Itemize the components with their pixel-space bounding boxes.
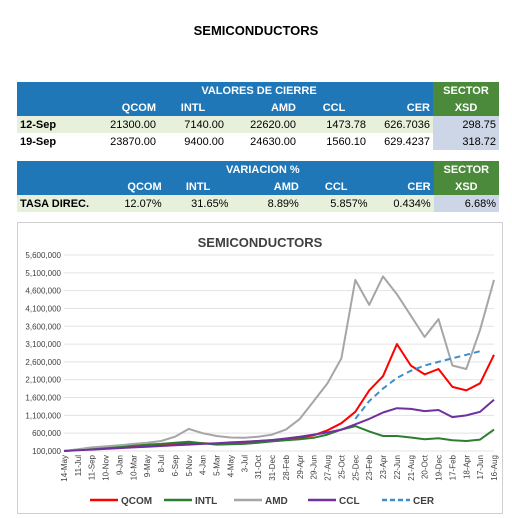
cell-value: 318.72 — [433, 133, 499, 150]
x-tick-label: 29-Jun — [310, 455, 319, 479]
x-tick-label: 20-Oct — [421, 454, 430, 479]
column-header-amd: AMD — [227, 99, 299, 116]
sector-header: SECTOR — [433, 82, 499, 99]
y-tick-label: 5,100,000 — [25, 269, 61, 278]
sector-header: SECTOR — [433, 161, 499, 178]
x-tick-label: 31-Dec — [268, 455, 277, 481]
row-date: 12-Sep — [17, 116, 85, 133]
legend-label-amd: AMD — [265, 496, 288, 507]
closing-values-table: VALORES DE CIERRE SECTOR QCOM INTL AMD C… — [17, 82, 499, 150]
column-header-ccl: CCL — [301, 178, 371, 195]
cell-value: 22620.00 — [227, 116, 299, 133]
x-tick-label: 14-May — [60, 455, 69, 482]
y-tick-label: 2,100,000 — [25, 376, 61, 385]
y-tick-label: 600,000 — [32, 429, 61, 438]
x-tick-label: 28-Feb — [282, 454, 291, 480]
column-header-cer: CER — [370, 178, 434, 195]
cell-value: 1473.78 — [299, 116, 369, 133]
cell-value: 21300.00 — [85, 116, 159, 133]
x-tick-label: 17-Feb — [448, 454, 457, 480]
row-label: TASA DIREC. — [17, 195, 93, 212]
x-tick-label: 27-Aug — [324, 455, 333, 481]
series-line-intl — [63, 425, 495, 452]
cell-value: 9400.00 — [159, 133, 227, 150]
page-title: SEMICONDUCTORS — [193, 23, 319, 38]
x-tick-label: 16-Aug — [490, 455, 499, 481]
x-tick-label: 6-Sep — [171, 454, 180, 476]
x-tick-label: 22-Jun — [393, 455, 402, 479]
x-tick-label: 4-Jan — [199, 455, 208, 475]
x-tick-label: 23-Apr — [379, 455, 388, 479]
x-tick-label: 3-Jul — [240, 455, 249, 473]
x-tick-label: 9-Jan — [115, 455, 124, 475]
column-header-intl: INTL — [164, 178, 232, 195]
x-tick-label: 29-Apr — [296, 455, 305, 479]
cell-value: 0.434% — [370, 195, 434, 212]
x-tick-label: 18-Apr — [462, 455, 471, 479]
cell-value: 31.65% — [164, 195, 232, 212]
x-tick-label: 31-Oct — [254, 454, 263, 479]
column-header-xsd: XSD — [433, 178, 499, 195]
table-row: TASA DIREC. 12.07% 31.65% 8.89% 5.857% 0… — [17, 195, 499, 212]
cell-value: 24630.00 — [227, 133, 299, 150]
row-date: 19-Sep — [17, 133, 85, 150]
series-line-amd — [63, 275, 495, 452]
column-header-cer: CER — [369, 99, 433, 116]
x-tick-label: 23-Feb — [365, 454, 374, 480]
chart-title: SEMICONDUCTORS — [198, 235, 323, 250]
cell-value: 5.857% — [301, 195, 371, 212]
legend-label-qcom: QCOM — [121, 496, 152, 507]
legend-label-intl: INTL — [195, 496, 217, 507]
x-tick-label: 25-Oct — [337, 454, 346, 479]
column-header-qcom: QCOM — [92, 178, 165, 195]
column-header-ccl: CCL — [299, 99, 369, 116]
cell-value: 629.4237 — [369, 133, 433, 150]
x-tick-label: 11-Sep — [88, 454, 97, 480]
column-header-intl: INTL — [159, 99, 227, 116]
x-tick-label: 25-Dec — [351, 455, 360, 481]
y-tick-label: 3,100,000 — [25, 340, 61, 349]
series-line-ccl — [63, 398, 495, 452]
y-tick-label: 3,600,000 — [25, 322, 61, 331]
series-line-cer — [354, 350, 481, 420]
cell-value: 12.07% — [92, 195, 165, 212]
cell-value: 626.7036 — [369, 116, 433, 133]
y-tick-label: 4,100,000 — [25, 304, 61, 313]
column-header-xsd: XSD — [433, 99, 499, 116]
x-tick-label: 9-May — [143, 455, 152, 477]
x-tick-label: 10-Nov — [102, 455, 111, 481]
cell-value: 298.75 — [433, 116, 499, 133]
column-header-amd: AMD — [231, 178, 302, 195]
x-tick-label: 11-Jul — [74, 455, 83, 476]
x-tick-label: 10-Mar — [129, 455, 138, 481]
legend-label-ccl: CCL — [339, 496, 360, 507]
cell-value: 23870.00 — [85, 133, 159, 150]
x-tick-label: 5-Nov — [185, 455, 194, 476]
chart-container: SEMICONDUCTORS 100,000 600,000 1,100,000 1,6… — [17, 222, 503, 514]
cell-value: 8.89% — [231, 195, 302, 212]
table-row: 12-Sep 21300.00 7140.00 22620.00 1473.78… — [17, 116, 499, 133]
legend-label-cer: CER — [413, 496, 435, 507]
y-tick-label: 100,000 — [32, 447, 61, 456]
y-tick-label: 1,100,000 — [25, 411, 61, 420]
variation-table: VARIACION % SECTOR QCOM INTL AMD CCL CER… — [17, 161, 499, 212]
x-tick-label: 5-Mar — [213, 455, 222, 476]
column-header-qcom: QCOM — [85, 99, 159, 116]
x-tick-label: 17-Jun — [476, 455, 485, 479]
table-row: 19-Sep 23870.00 9400.00 24630.00 1560.10… — [17, 133, 499, 150]
closing-values-header: VALORES DE CIERRE — [85, 82, 433, 99]
y-tick-label: 4,600,000 — [25, 287, 61, 296]
x-tick-label: 21-Aug — [407, 455, 416, 481]
cell-value: 1560.10 — [299, 133, 369, 150]
y-tick-label: 5,600,000 — [25, 251, 61, 260]
line-chart: SEMICONDUCTORS 100,000 600,000 1,100,000 1,6… — [25, 235, 499, 507]
x-tick-label: 4-May — [226, 455, 235, 477]
y-tick-label: 1,600,000 — [25, 394, 61, 403]
y-tick-label: 2,600,000 — [25, 358, 61, 367]
x-tick-label: 19-Dec — [435, 455, 444, 481]
x-tick-label: 8-Jul — [157, 455, 166, 473]
cell-value: 6.68% — [433, 195, 499, 212]
cell-value: 7140.00 — [159, 116, 227, 133]
variation-header: VARIACION % — [92, 161, 434, 178]
